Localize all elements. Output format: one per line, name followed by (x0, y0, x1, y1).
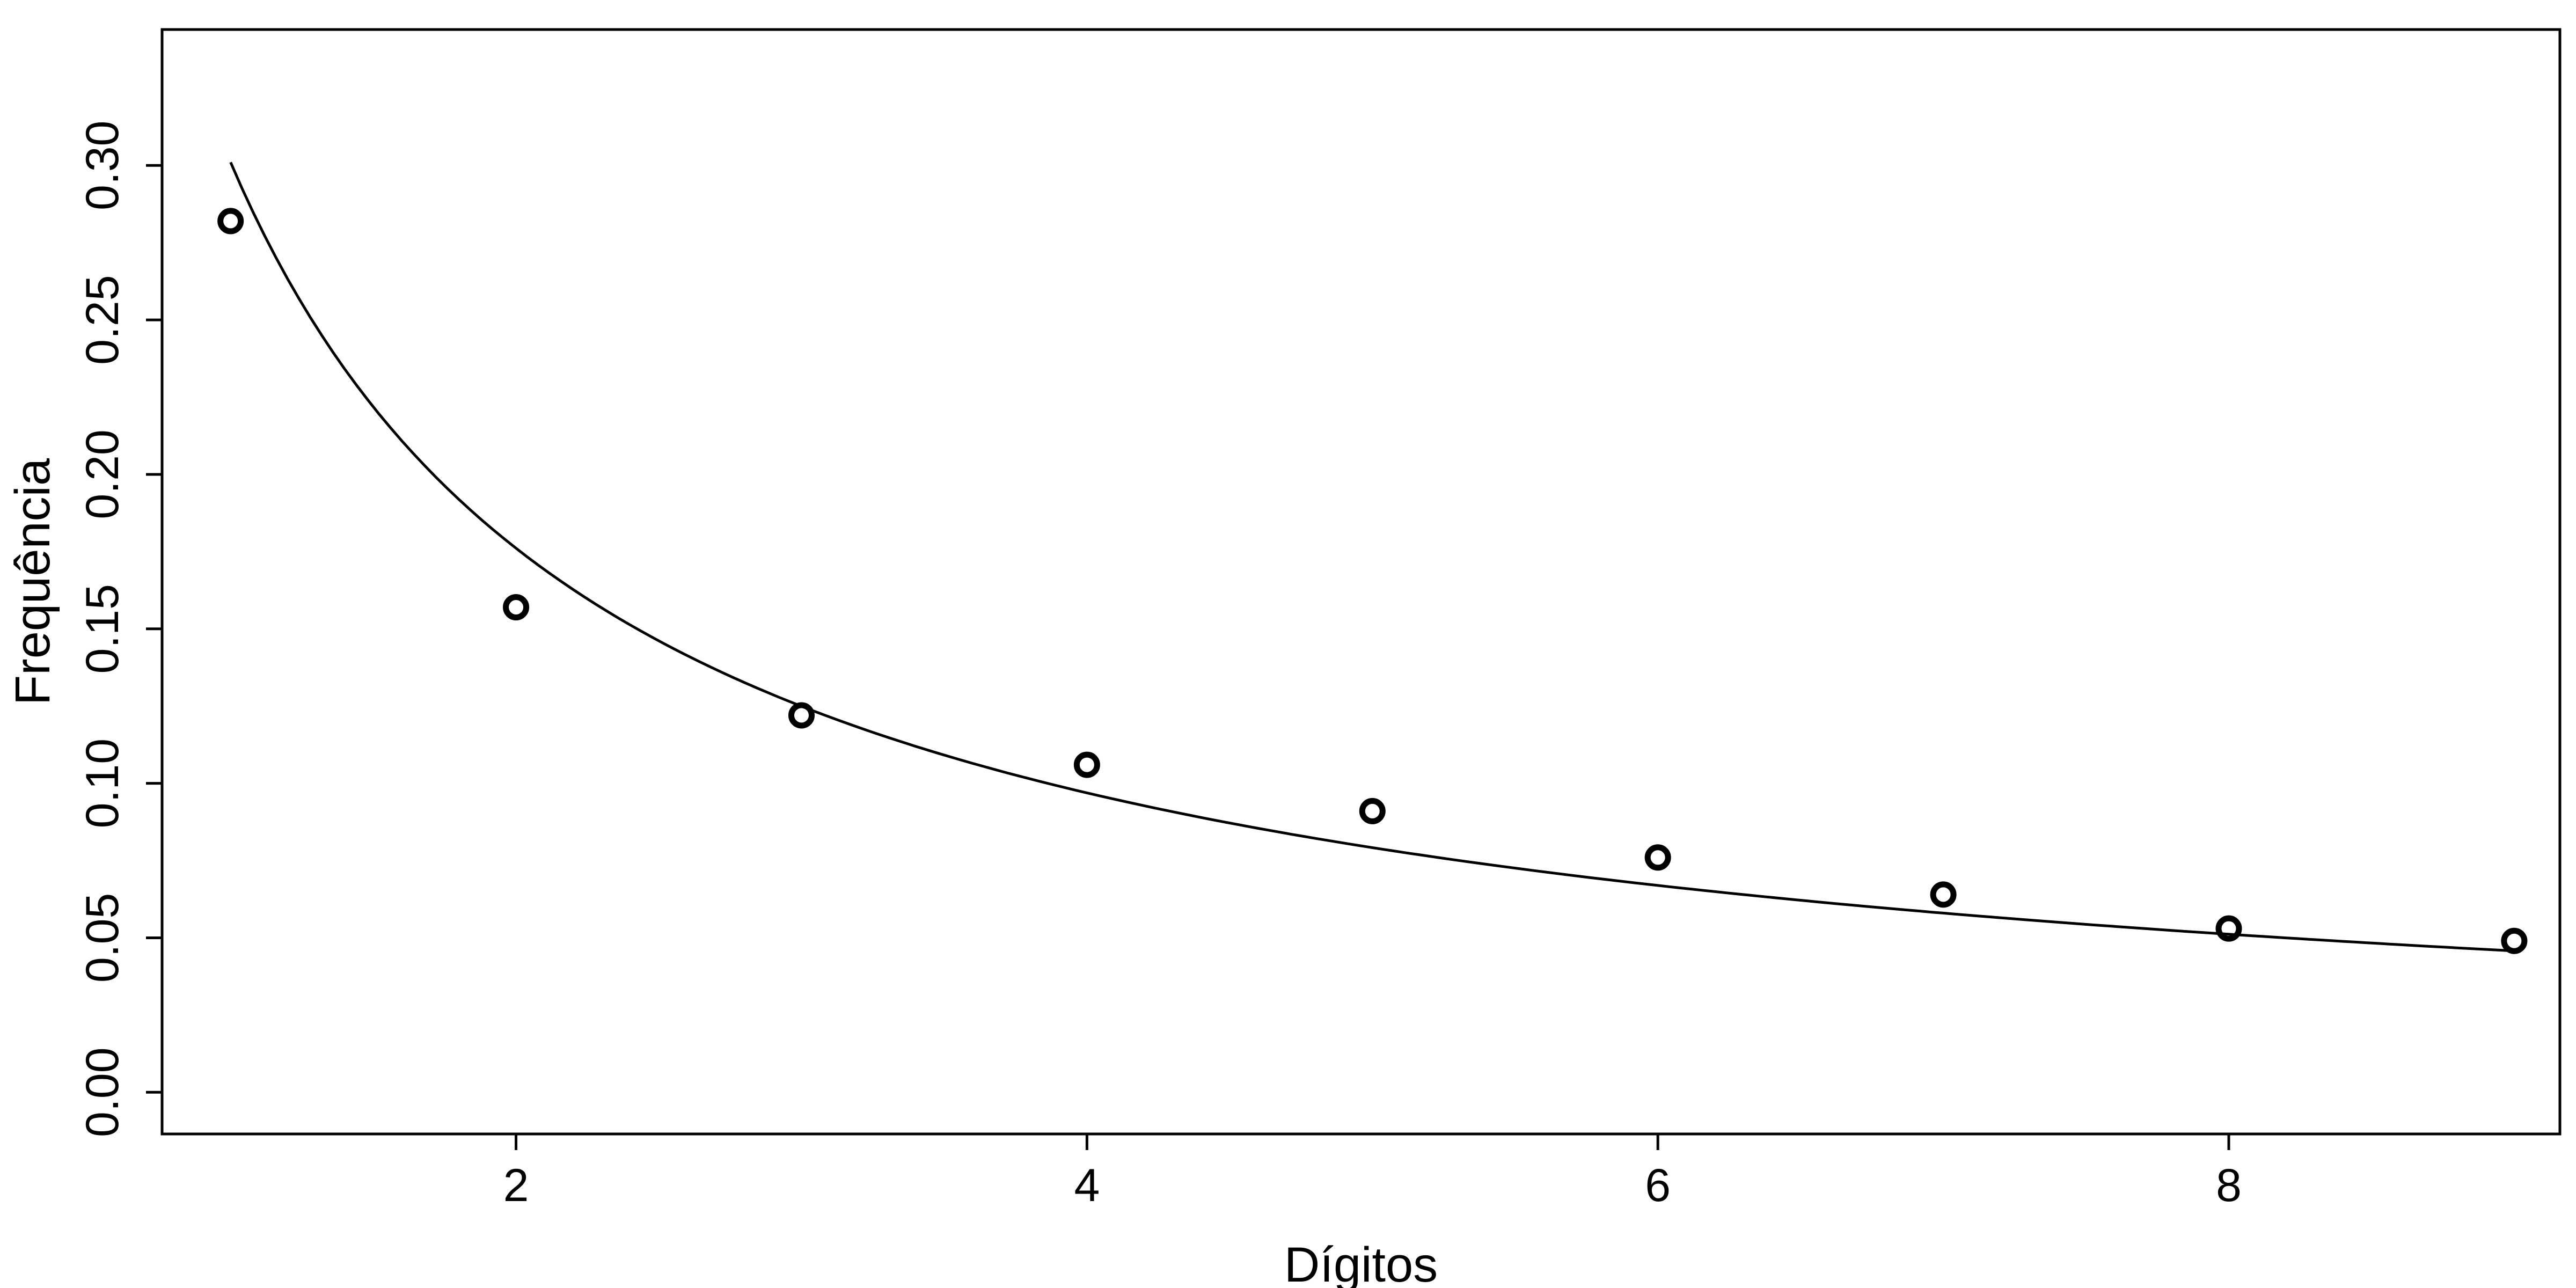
y-tick-label: 0.00 (77, 1048, 128, 1137)
data-point (2501, 927, 2528, 954)
data-point (217, 208, 244, 235)
y-tick-label: 0.05 (77, 893, 128, 983)
x-tick-label: 2 (503, 1160, 529, 1211)
data-point (2215, 915, 2242, 942)
y-tick-label: 0.30 (77, 121, 128, 210)
y-tick-label: 0.25 (77, 275, 128, 364)
data-point (1073, 751, 1100, 778)
y-axis-title: Frequência (5, 458, 60, 705)
fitted-curve (229, 162, 2515, 953)
data-point (1359, 797, 1386, 824)
x-tick-label: 4 (1074, 1160, 1100, 1211)
y-tick-label: 0.10 (77, 738, 128, 828)
series-layer (217, 162, 2528, 954)
x-axis-title: Dígitos (1284, 1238, 1438, 1288)
data-point (1930, 881, 1957, 908)
y-tick-label: 0.15 (77, 584, 128, 674)
x-tick-label: 6 (1645, 1160, 1671, 1211)
data-point (503, 594, 530, 620)
y-tick-label: 0.20 (77, 429, 128, 519)
data-point (1644, 844, 1671, 871)
x-tick-label: 8 (2216, 1160, 2242, 1211)
y-axis: 0.00 0.05 0.10 0.15 0.20 0.25 0.30 (77, 121, 162, 1137)
x-axis: 2 4 6 8 (503, 1134, 2242, 1211)
plot-frame (160, 28, 2562, 1136)
